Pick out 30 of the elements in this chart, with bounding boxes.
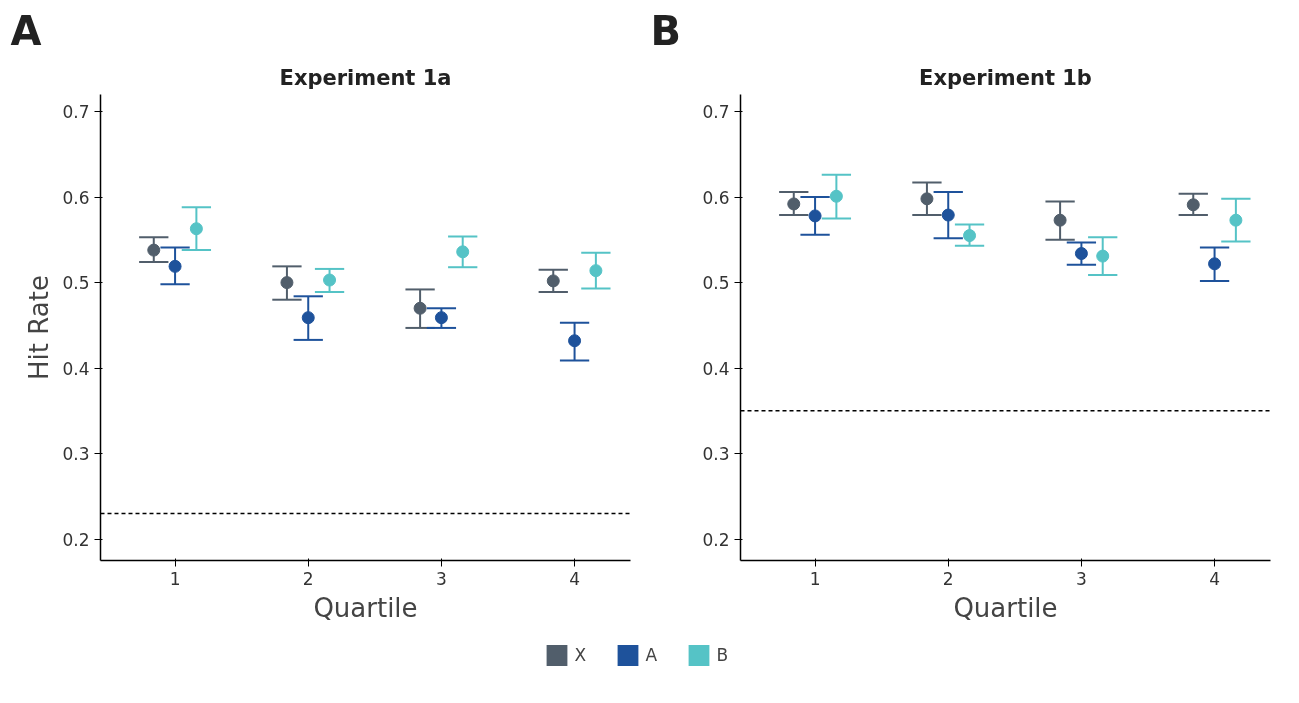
y-tick-label: 0.4 <box>62 358 90 379</box>
y-tick-label: 0.4 <box>702 358 730 379</box>
y-tick-label: 0.2 <box>702 529 730 550</box>
x-tick-label: 4 <box>1209 568 1220 589</box>
text: B <box>650 7 681 54</box>
x-tick-label: 1 <box>169 568 181 589</box>
y-tick-label: 0.7 <box>702 102 730 123</box>
x-tick-label: 2 <box>942 568 954 589</box>
legend-label: X <box>574 645 588 665</box>
x-tick-label: 2 <box>302 568 314 589</box>
x-tick-label: 4 <box>569 568 580 589</box>
y-tick-label: 0.2 <box>62 529 90 550</box>
chart-title: Experiment 1a <box>279 65 452 90</box>
chart-title: Experiment 1b <box>919 65 1092 90</box>
x-tick-label: 3 <box>436 568 447 589</box>
y-tick-label: 0.7 <box>62 102 90 123</box>
text: A <box>10 7 42 54</box>
x-axis-title: Quartile <box>953 592 1058 623</box>
y-tick-label: 0.5 <box>702 273 730 294</box>
y-tick-label: 0.5 <box>62 273 90 294</box>
y-tick-label: 0.3 <box>62 444 90 465</box>
legend-label: B <box>716 645 730 665</box>
x-tick-label: 1 <box>809 568 821 589</box>
y-axis-title: Hit Rate <box>24 275 55 380</box>
y-tick-label: 0.6 <box>62 187 90 208</box>
x-tick-label: 3 <box>1076 568 1087 589</box>
y-tick-label: 0.3 <box>702 444 730 465</box>
y-tick-label: 0.6 <box>702 187 730 208</box>
legend-label: A <box>645 645 659 665</box>
x-axis-title: Quartile <box>313 592 418 623</box>
